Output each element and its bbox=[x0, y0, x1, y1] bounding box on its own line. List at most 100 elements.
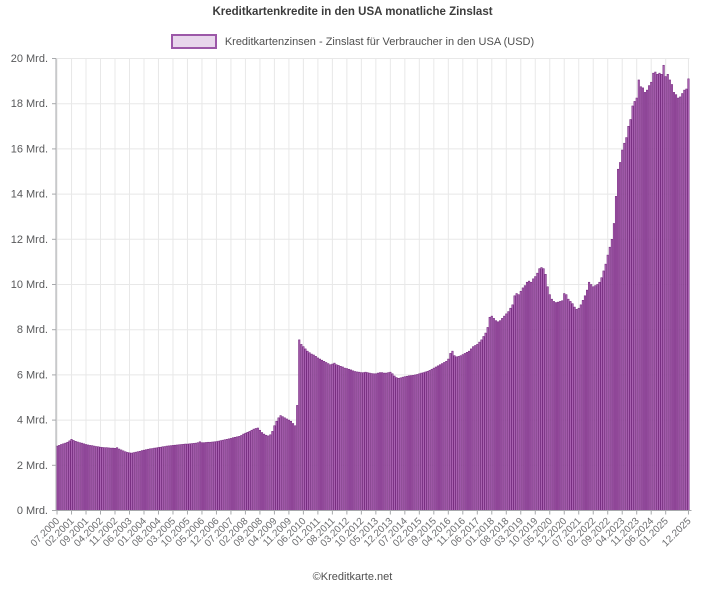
bar bbox=[84, 444, 88, 511]
bar bbox=[672, 92, 676, 511]
bar bbox=[534, 276, 537, 511]
bar bbox=[229, 438, 232, 511]
bar bbox=[142, 449, 146, 511]
bar bbox=[128, 452, 131, 511]
bar bbox=[132, 452, 135, 511]
bar bbox=[105, 447, 108, 511]
bar bbox=[592, 286, 595, 511]
bar bbox=[256, 427, 259, 511]
bar bbox=[538, 268, 541, 511]
bar bbox=[258, 429, 261, 511]
bar bbox=[292, 423, 295, 511]
bar bbox=[134, 451, 137, 511]
bar bbox=[612, 223, 615, 511]
bar bbox=[145, 449, 148, 511]
bar bbox=[420, 372, 423, 511]
legend-label: Kreditkartenzinsen - Zinslast für Verbra… bbox=[224, 35, 535, 48]
bar bbox=[407, 375, 411, 511]
bar bbox=[66, 441, 69, 511]
y-tick-label: 10 Mrd. bbox=[11, 279, 48, 291]
bar bbox=[511, 304, 514, 511]
bar bbox=[414, 374, 417, 511]
bar bbox=[169, 445, 172, 511]
bar bbox=[234, 436, 237, 511]
bar bbox=[180, 444, 183, 511]
bar bbox=[62, 443, 65, 511]
bar bbox=[294, 425, 297, 511]
bar bbox=[563, 293, 566, 511]
bar bbox=[165, 445, 168, 511]
bar bbox=[99, 446, 102, 511]
bar bbox=[656, 74, 659, 511]
bar bbox=[585, 289, 589, 511]
bar bbox=[668, 79, 671, 511]
bar bbox=[393, 375, 396, 511]
bar bbox=[72, 440, 75, 511]
bar bbox=[436, 365, 440, 511]
bar bbox=[478, 341, 481, 511]
bar bbox=[685, 88, 688, 511]
chart-title: Kreditkartenkredite in den USA monatlich… bbox=[212, 6, 493, 18]
bar bbox=[530, 281, 533, 511]
bar bbox=[55, 445, 59, 511]
bar bbox=[600, 277, 603, 511]
footer-credit: ©Kreditkarte.net bbox=[312, 571, 393, 583]
bar bbox=[176, 444, 179, 511]
bar bbox=[528, 280, 531, 511]
bar bbox=[109, 447, 112, 511]
bar bbox=[310, 353, 313, 511]
bar bbox=[225, 439, 228, 511]
bar bbox=[97, 446, 100, 511]
bar bbox=[207, 441, 210, 511]
bar bbox=[314, 356, 317, 511]
bar bbox=[347, 368, 350, 511]
bar bbox=[333, 362, 336, 511]
bar bbox=[343, 367, 346, 511]
bar bbox=[554, 302, 557, 511]
bar bbox=[550, 298, 553, 511]
bar bbox=[596, 284, 599, 511]
y-tick-label: 2 Mrd. bbox=[17, 460, 48, 472]
bar bbox=[366, 372, 369, 511]
bar bbox=[269, 434, 272, 511]
bar bbox=[441, 363, 444, 511]
bar bbox=[368, 372, 371, 511]
bar bbox=[559, 301, 562, 511]
bar bbox=[652, 72, 655, 511]
bar bbox=[221, 439, 224, 511]
bar bbox=[153, 447, 156, 511]
bar bbox=[190, 443, 193, 511]
bar bbox=[381, 372, 384, 511]
bar bbox=[331, 363, 334, 511]
bar bbox=[250, 429, 253, 511]
bar bbox=[209, 441, 212, 511]
bar bbox=[389, 371, 392, 511]
bar bbox=[231, 437, 235, 511]
bar bbox=[540, 267, 543, 511]
y-tick-label: 8 Mrd. bbox=[17, 324, 48, 336]
bar bbox=[488, 316, 491, 511]
bar bbox=[78, 442, 81, 511]
bar bbox=[161, 446, 164, 511]
bar bbox=[608, 246, 611, 511]
bar bbox=[93, 445, 96, 511]
bar bbox=[318, 358, 321, 511]
bar bbox=[308, 352, 311, 511]
bar bbox=[424, 371, 427, 511]
bar bbox=[323, 361, 326, 511]
bar bbox=[248, 431, 251, 511]
bar bbox=[643, 92, 647, 511]
bar bbox=[223, 439, 226, 511]
bar bbox=[492, 318, 495, 511]
y-tick-label: 4 Mrd. bbox=[17, 415, 48, 427]
bar bbox=[579, 304, 582, 511]
bar bbox=[242, 433, 245, 511]
bar bbox=[474, 345, 477, 511]
bar bbox=[287, 419, 290, 511]
bar bbox=[339, 366, 342, 511]
bar bbox=[271, 431, 274, 511]
bar bbox=[182, 443, 185, 511]
bar bbox=[215, 441, 218, 511]
bar bbox=[113, 448, 117, 511]
bar bbox=[116, 447, 119, 511]
